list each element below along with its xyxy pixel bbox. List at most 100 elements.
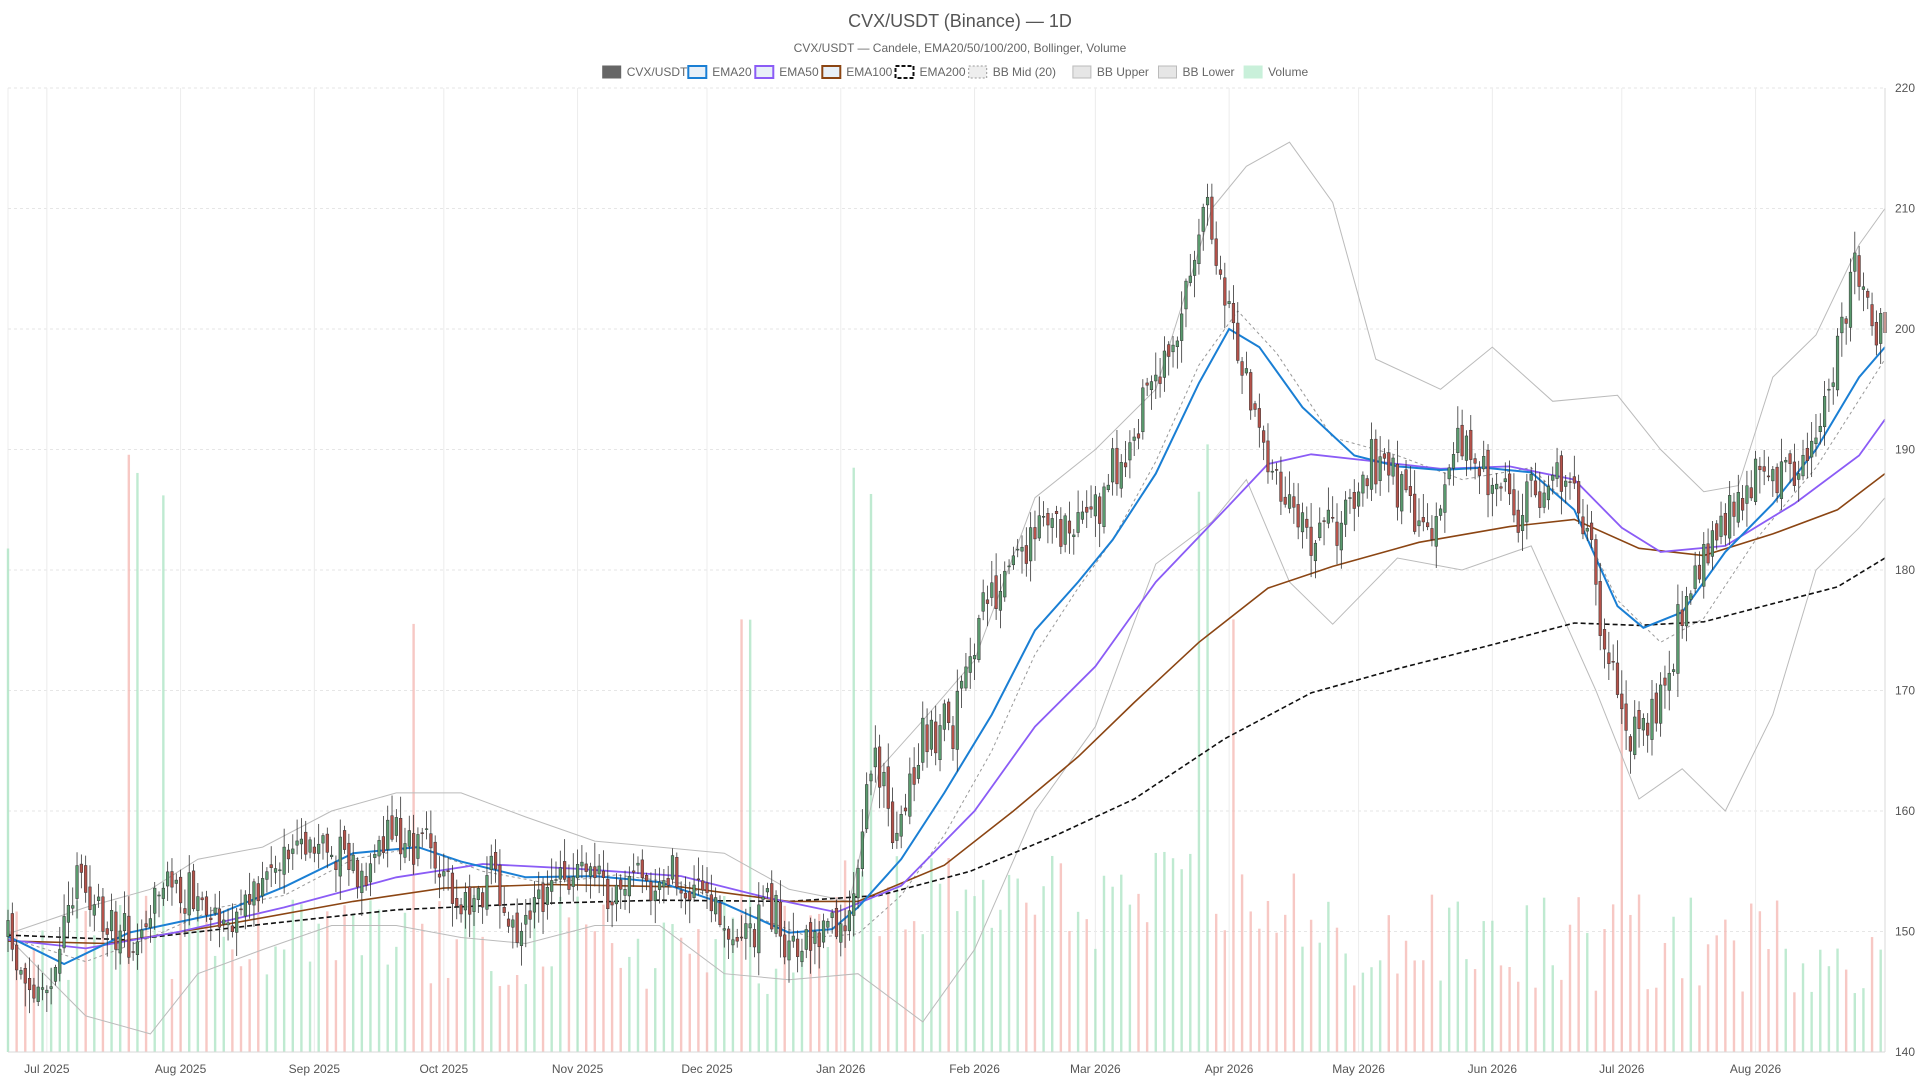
- candle-body: [485, 875, 489, 910]
- volume-bar: [809, 915, 812, 1052]
- volume-bar: [1508, 967, 1511, 1052]
- volume-bar: [878, 936, 881, 1052]
- candle-body: [498, 864, 502, 907]
- volume-bar: [1568, 924, 1572, 1052]
- candle-body: [869, 773, 873, 782]
- volume-bar: [75, 900, 79, 1052]
- volume-bar: [1353, 985, 1356, 1052]
- candle-body: [1430, 528, 1434, 540]
- candle-body: [947, 701, 951, 723]
- candle-body: [1119, 462, 1123, 489]
- candle-body: [191, 870, 196, 910]
- volume-bar: [343, 905, 346, 1052]
- volume-bar: [1120, 874, 1123, 1052]
- candle-body: [1779, 461, 1784, 499]
- candle-body: [588, 866, 593, 877]
- candle-body: [683, 892, 688, 899]
- candle-body: [269, 864, 273, 868]
- candle-body: [580, 861, 584, 867]
- candle-body: [101, 896, 105, 932]
- volume-bar: [257, 898, 260, 1052]
- candle-body: [1689, 593, 1693, 600]
- candle-body: [1607, 652, 1611, 664]
- volume-bar: [1844, 969, 1848, 1052]
- candle-body: [519, 930, 524, 946]
- candle-body: [1650, 698, 1654, 740]
- volume-bars: [6, 444, 1882, 1053]
- candle-body: [62, 916, 66, 949]
- candle-body: [1594, 539, 1598, 585]
- candle-body: [1542, 492, 1546, 508]
- volume-bar: [602, 904, 605, 1052]
- candle-body: [1659, 684, 1663, 724]
- candle-body: [235, 911, 239, 933]
- volume-bar: [930, 858, 933, 1052]
- volume-bar: [1404, 940, 1408, 1052]
- candle-body: [1482, 456, 1486, 470]
- volume-bar: [101, 918, 105, 1052]
- candle-body: [1676, 604, 1680, 674]
- candle-body: [1067, 520, 1072, 534]
- candle-body: [84, 865, 88, 893]
- candle-body: [265, 871, 269, 880]
- candle-body: [88, 886, 92, 910]
- candle-body: [1835, 335, 1840, 391]
- candle-body: [1503, 478, 1507, 483]
- volume-bar: [1249, 911, 1252, 1052]
- candle-body: [71, 905, 75, 909]
- volume-bar: [654, 968, 657, 1052]
- candle-body: [1244, 368, 1248, 374]
- candle-body: [1693, 565, 1697, 589]
- volume-bar: [403, 912, 407, 1052]
- candle-body: [1326, 509, 1330, 524]
- volume-bar: [1042, 886, 1045, 1052]
- candle-body: [1227, 301, 1231, 304]
- candle-body: [1624, 703, 1628, 731]
- candle-body: [1646, 722, 1650, 736]
- candle-body: [938, 725, 942, 760]
- volume-bar: [1318, 942, 1321, 1052]
- candle-body: [97, 896, 101, 901]
- candle-body: [1866, 290, 1870, 298]
- volume-bar: [1646, 989, 1649, 1052]
- candle-body: [1814, 437, 1818, 445]
- volume-bar: [1275, 932, 1278, 1052]
- candle-body: [1292, 496, 1296, 508]
- candle-body: [1723, 513, 1727, 536]
- volume-bar: [1145, 922, 1149, 1052]
- candle-body: [1805, 447, 1809, 462]
- candle-body: [308, 839, 312, 853]
- volume-bar: [826, 947, 830, 1052]
- volume-bar: [1396, 973, 1399, 1052]
- candle-body: [1818, 425, 1822, 432]
- volume-bar: [1456, 901, 1460, 1052]
- candle-body: [1620, 693, 1624, 710]
- candle-body: [273, 868, 278, 873]
- candle-body: [1702, 544, 1706, 587]
- candle-body: [1037, 515, 1041, 539]
- candle-body: [839, 923, 843, 943]
- candle-body: [23, 968, 27, 984]
- candle-body: [1413, 493, 1417, 532]
- candle-body: [610, 901, 614, 906]
- volume-bar: [1128, 904, 1132, 1052]
- candle-body: [571, 876, 575, 887]
- candle-body: [623, 889, 627, 896]
- candle-body: [429, 833, 433, 849]
- candle-body: [1753, 458, 1758, 502]
- candle-body: [1861, 286, 1866, 290]
- candle-body: [412, 833, 416, 865]
- candle-body: [1231, 303, 1236, 324]
- volume-bar: [490, 971, 493, 1052]
- candle-body: [994, 575, 998, 609]
- candle-body: [1520, 515, 1525, 531]
- candle-body: [1438, 508, 1443, 516]
- candle-body: [1180, 313, 1184, 341]
- candle-body: [1840, 316, 1844, 334]
- candle-body: [1059, 519, 1063, 547]
- volume-bar: [507, 984, 510, 1052]
- candle-body: [856, 867, 860, 899]
- candle-body: [394, 817, 398, 836]
- candle-body: [433, 841, 437, 869]
- candle-body: [1016, 548, 1020, 551]
